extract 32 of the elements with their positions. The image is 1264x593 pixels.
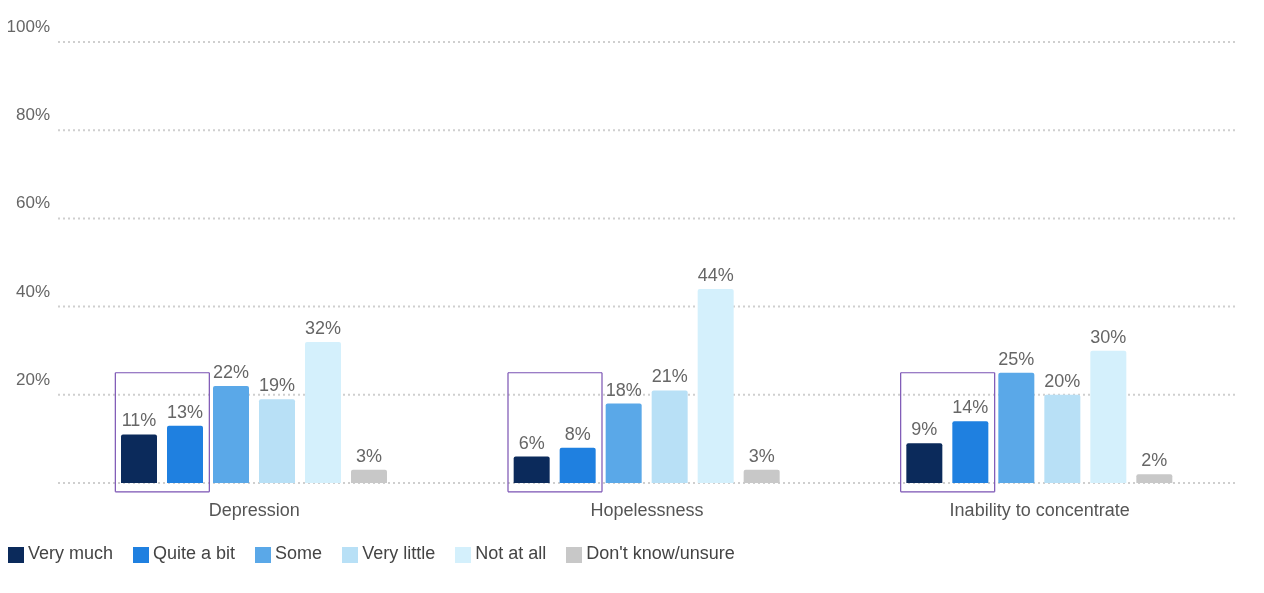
data-label: 3% (748, 445, 775, 466)
data-label: 32% (304, 317, 342, 338)
legend-label: Not at all (475, 543, 547, 563)
data-label: 44% (697, 264, 734, 285)
legend-label: Don't know/unsure (586, 543, 735, 563)
y-tick-label: 40% (15, 281, 50, 301)
x-tick-label: Inability to concentrate (949, 499, 1130, 520)
data-label: 18% (605, 379, 642, 400)
data-label: 30% (1090, 326, 1127, 347)
legend-label: Some (275, 543, 323, 563)
data-label: 3% (355, 445, 383, 466)
data-label: 6% (518, 432, 545, 453)
legend-label: Very little (362, 543, 436, 563)
y-tick-label: 60% (15, 193, 50, 213)
data-label: 14% (952, 397, 989, 418)
legend-label: Very much (28, 543, 114, 563)
y-tick-label: 20% (15, 369, 50, 389)
data-label: 21% (651, 366, 688, 387)
data-label: 22% (212, 361, 250, 382)
data-label: 25% (998, 348, 1035, 369)
data-label: 19% (258, 375, 296, 396)
data-label: 2% (1141, 450, 1168, 471)
y-tick-label: 80% (15, 105, 50, 125)
legend-label: Quite a bit (153, 543, 236, 563)
data-label: 9% (911, 419, 938, 440)
x-tick-label: Hopelessness (590, 499, 704, 520)
data-label: 8% (564, 423, 591, 444)
y-tick-label: 100% (6, 17, 50, 37)
x-tick-label: Depression (208, 499, 300, 520)
data-label: 20% (1044, 370, 1081, 391)
data-label: 13% (166, 401, 204, 422)
data-label: 11% (121, 410, 157, 431)
